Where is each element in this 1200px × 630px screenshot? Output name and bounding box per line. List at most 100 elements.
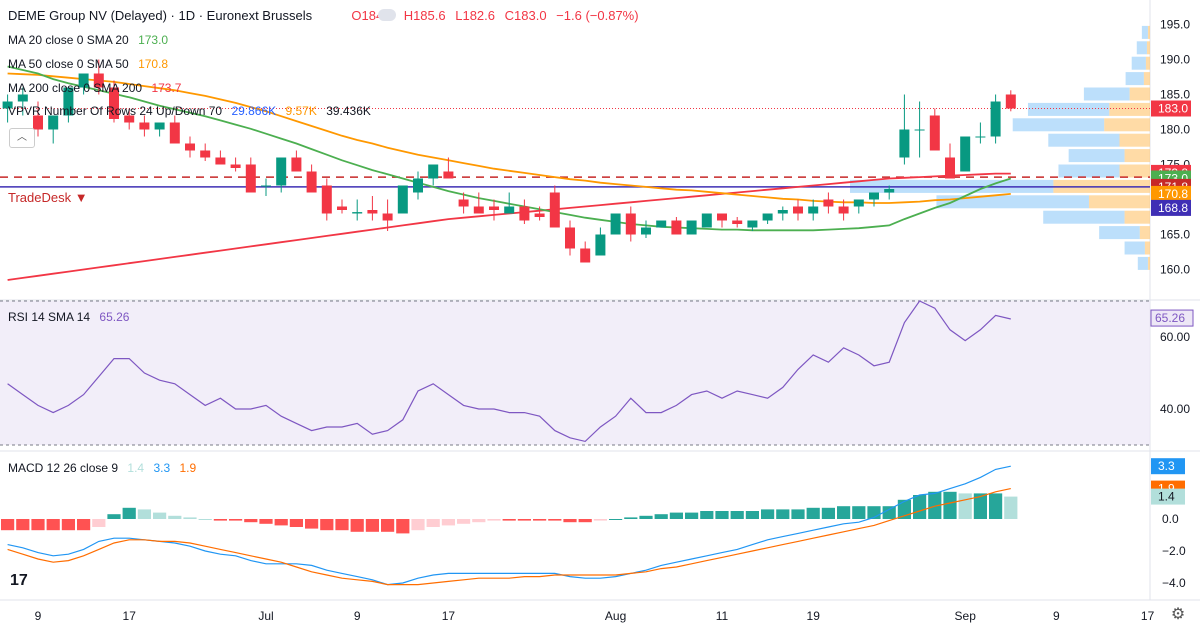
macd-hist-bar <box>989 493 1003 519</box>
vpvr-up-bar <box>1048 133 1120 147</box>
macd-hist-bar <box>852 506 866 519</box>
macd-hist-bar <box>381 519 395 532</box>
vpvr-up-bar <box>1043 210 1125 224</box>
vpvr-total: 39.436K <box>326 104 371 118</box>
macd-signal-value: 1.9 <box>179 461 197 475</box>
gear-icon[interactable]: ⚙ <box>1170 606 1186 623</box>
macd-hist-bar <box>16 519 30 531</box>
macd-hist-bar <box>213 519 227 521</box>
macd-hist-bar <box>791 509 805 519</box>
candle-body <box>413 178 423 193</box>
macd-hist-bar <box>578 519 592 523</box>
rsi-legend[interactable]: RSI 14 SMA 14 65.26 <box>8 310 135 324</box>
price-tag-label: 183.0 <box>1158 102 1188 116</box>
candle-body <box>884 189 895 193</box>
price-tag-label: 168.8 <box>1158 201 1188 215</box>
ohlc-low: L182.6 <box>455 8 495 23</box>
price-axis-label: 185.0 <box>1160 88 1190 102</box>
candle-body <box>215 157 226 165</box>
price-axis-label: 165.0 <box>1160 228 1190 242</box>
rsi-band <box>0 301 1150 445</box>
macd-hist-bar <box>472 519 486 523</box>
vpvr-up-bar <box>1124 241 1145 255</box>
macd-hist-bar <box>502 519 516 521</box>
macd-axis-label: 0.0 <box>1162 512 1179 526</box>
macd-hist-bar <box>46 519 60 531</box>
time-axis-label: 17 <box>442 609 456 623</box>
ma50-legend[interactable]: MA 50 close 0 SMA 50 170.8 <box>8 57 174 71</box>
ohlc-change: −1.6 (−0.87%) <box>556 8 639 23</box>
rsi-axis-label: 60.00 <box>1160 330 1190 344</box>
time-axis-label: Sep <box>955 609 977 623</box>
ma200-value: 173.7 <box>151 81 182 95</box>
macd-hist-bar <box>229 519 243 521</box>
macd-axis-label: −4.0 <box>1162 576 1186 590</box>
candle-body <box>443 171 454 179</box>
eye-icon[interactable] <box>378 9 396 21</box>
macd-hist-bar <box>259 519 273 524</box>
candle-body <box>914 129 925 131</box>
macd-hist-bar <box>806 507 820 519</box>
macd-tag <box>1151 458 1185 475</box>
candle-body <box>245 164 256 193</box>
candle-body <box>276 157 287 186</box>
candle-body <box>48 115 59 130</box>
candle-body <box>139 122 150 130</box>
macd-hist-bar <box>669 512 683 519</box>
macd-hist-bar <box>320 519 334 531</box>
macd-axis-label: −2.0 <box>1162 544 1186 558</box>
ma20-legend[interactable]: MA 20 close 0 SMA 20 173.0 <box>8 33 174 47</box>
collapse-legend-button[interactable]: ︿ <box>9 128 35 148</box>
price-tag <box>1151 199 1191 216</box>
vpvr-down-bar <box>1143 72 1150 86</box>
tradingview-logo-icon[interactable]: 17 <box>10 572 28 589</box>
macd-hist-bar <box>821 507 835 519</box>
time-axis-label: 9 <box>1053 609 1060 623</box>
candle-body <box>261 185 271 187</box>
macd-hist-bar <box>761 509 775 519</box>
candle-body <box>2 101 13 109</box>
macd-hist-bar <box>745 511 759 519</box>
vpvr-down-bar <box>1147 256 1150 270</box>
macd-hist-bar <box>305 519 319 529</box>
candle-body <box>17 94 28 102</box>
macd-hist-bar <box>107 514 121 519</box>
macd-hist-bar <box>350 519 364 532</box>
candle-body <box>367 210 378 214</box>
candle-body <box>747 220 758 228</box>
vpvr-up-bar <box>936 195 1089 209</box>
macd-legend[interactable]: MACD 12 26 close 9 1.4 3.3 1.9 <box>8 461 202 475</box>
candle-body <box>777 210 788 214</box>
ma20-label: MA 20 close 0 SMA 20 <box>8 33 129 47</box>
candle-body <box>732 220 743 224</box>
macd-hist-bar <box>715 511 729 519</box>
price-tag <box>1151 185 1191 202</box>
price-axis-label: 195.0 <box>1160 18 1190 32</box>
macd-hist-bar <box>609 519 623 520</box>
time-axis-label: 9 <box>354 609 361 623</box>
candle-body <box>397 185 408 214</box>
ohlc-close: C183.0 <box>504 8 547 23</box>
candle-body <box>185 143 195 151</box>
time-axis-label: 11 <box>716 609 729 623</box>
candle-body <box>960 136 971 172</box>
candle-body <box>63 87 74 116</box>
vpvr-legend[interactable]: VPVR Number Of Rows 24 Up/Down 70 29.866… <box>8 104 377 118</box>
candle-body <box>641 227 651 235</box>
ma200-legend[interactable]: MA 200 close 0 SMA 200 173.7 <box>8 81 187 95</box>
macd-hist-bar <box>31 519 45 531</box>
candle-body <box>717 213 727 221</box>
vpvr-down-bar <box>1119 133 1150 147</box>
candle-body <box>869 192 879 200</box>
candle-body <box>382 213 393 221</box>
candle-body <box>321 185 332 214</box>
macd-hist-bar <box>776 509 790 519</box>
price-tag-label: 170.8 <box>1158 187 1188 201</box>
vpvr-down-bar <box>1124 210 1150 224</box>
vpvr-up: 29.866K <box>231 104 277 118</box>
chart-title-legend: DEME Group NV (Delayed) · 1D · Euronext … <box>8 8 645 23</box>
macd-hist-bar <box>137 509 151 519</box>
candle-body <box>428 164 439 179</box>
price-axis-label: 180.0 <box>1160 123 1190 137</box>
